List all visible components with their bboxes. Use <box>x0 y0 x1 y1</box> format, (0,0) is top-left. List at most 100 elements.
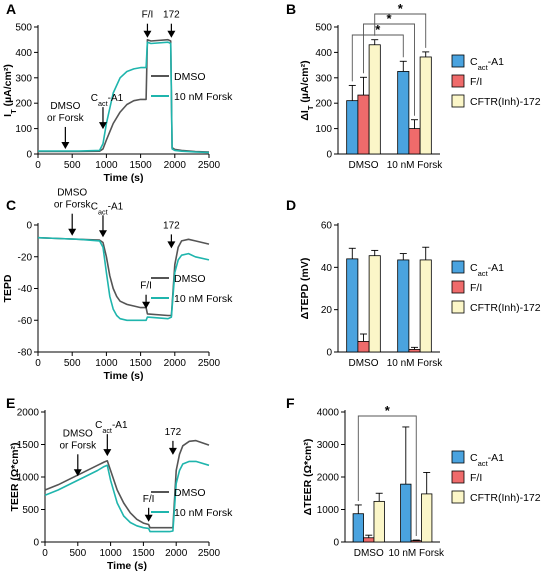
y-tick-label: -20 <box>18 252 33 263</box>
annotation-arrow-head <box>144 514 153 522</box>
annotation-arrow-head <box>61 141 70 149</box>
x-tick-label: 2500 <box>198 548 221 559</box>
bar-chart-F: F 0 1000 2000 3000 4000 ΔTEER (Ω*cm²) DMSO 10 nM… <box>286 395 541 559</box>
bar <box>397 259 410 353</box>
significance-bracket <box>363 23 415 116</box>
y-tick-label: 0 <box>326 150 332 161</box>
bar <box>368 44 381 155</box>
significance-star: * <box>385 403 391 418</box>
legend-label: DMSO <box>174 71 206 83</box>
y-tick-label: 300 <box>15 73 32 84</box>
y-tick-label: 500 <box>15 23 32 34</box>
legend-label: CFTR(Inh)-172 <box>470 302 541 314</box>
annotation-arrow-head <box>98 230 107 238</box>
significance-star: * <box>386 11 392 26</box>
y-tick-label: -40 <box>18 284 33 295</box>
panel-letter-B: B <box>286 1 296 17</box>
annotation-arrow-head <box>143 30 152 38</box>
category-label: 10 nM Forsk <box>388 548 445 559</box>
y-tick-label: -80 <box>18 348 33 359</box>
legend-swatch <box>451 74 465 88</box>
y-axis-label: ΔIT (µA/cm²) <box>299 60 315 120</box>
annotation-label: F/I <box>143 494 155 505</box>
y-tick-label: 2000 <box>17 408 40 419</box>
y-tick-label: 40 <box>321 263 333 274</box>
legend-swatch <box>451 94 465 108</box>
y-axis-label: TEER (Ω*cm²) <box>9 442 21 511</box>
line-chart-C: C -80 -60 -40 -20 0 0 500 1000 1500 2000 2500 Time (… <box>2 188 233 382</box>
bar <box>408 349 421 353</box>
annotation-label: Cact-A1 <box>91 201 124 216</box>
y-tick-label: 1500 <box>17 440 40 451</box>
bar <box>352 513 364 543</box>
annotation-label: Cact-A1 <box>91 93 124 108</box>
annotation-label: 172 <box>165 427 182 438</box>
bar <box>346 258 359 353</box>
y-tick-label: 0 <box>26 150 32 161</box>
category-label: 10 nM Forsk <box>387 358 444 369</box>
x-tick-label: 1500 <box>129 358 152 369</box>
annotation-arrow-head <box>167 241 176 249</box>
legend-label: CFTR(Inh)-172 <box>470 492 541 504</box>
y-tick-label: 500 <box>22 505 39 516</box>
legend-label: 10 nM Forsk <box>174 91 233 103</box>
annotation-arrow-head <box>68 228 77 236</box>
y-tick-label: 60 <box>321 221 333 232</box>
series-line-dmso <box>38 38 210 153</box>
y-tick-label: 0 <box>326 348 332 359</box>
y-tick-label: 4000 <box>317 408 340 419</box>
y-tick-label: 400 <box>15 48 32 59</box>
y-axis-label: ΔTEPD (mV) <box>299 258 311 320</box>
x-tick-label: 500 <box>64 358 81 369</box>
legend-label: F/I <box>470 282 482 294</box>
y-axis-label: TEPD <box>2 274 14 302</box>
category-label: DMSO <box>349 358 379 369</box>
annotation-label: or Forsk <box>59 440 97 451</box>
y-tick-label: 400 <box>315 48 332 59</box>
legend-swatch <box>451 54 465 68</box>
bar <box>421 493 433 543</box>
y-axis-label: IT (µA/cm²) <box>2 64 18 117</box>
series-line-forsk <box>37 236 210 322</box>
x-axis-label: Time (s) <box>103 172 143 184</box>
panel-letter-E: E <box>6 395 15 411</box>
x-tick-label: 1500 <box>129 160 152 171</box>
annotation-label: DMSO <box>63 428 93 439</box>
legend-label: Cact-A1 <box>470 452 504 468</box>
significance-star: * <box>375 22 381 37</box>
legend-label: 10 nM Forsk <box>174 293 233 305</box>
x-tick-label: 2500 <box>198 160 221 171</box>
x-axis-label: Time (s) <box>107 560 147 572</box>
annotation-arrow-head <box>98 122 107 130</box>
y-tick-label: 200 <box>315 99 332 110</box>
annotation-arrow-head <box>73 469 82 477</box>
annotation-label: 172 <box>163 220 180 231</box>
x-tick-label: 1000 <box>99 548 122 559</box>
panel-letter-F: F <box>286 395 295 411</box>
legend-label: F/I <box>470 472 482 484</box>
y-tick-label: 100 <box>15 124 32 135</box>
line-chart-E: E 0 500 1000 1500 2000 0 500 1000 1500 2000 2500 Tim… <box>6 395 233 572</box>
legend-label: CFTR(Inh)-172 <box>470 96 541 108</box>
y-tick-label: -60 <box>18 316 33 327</box>
bar <box>408 128 421 155</box>
y-tick-label: 3000 <box>317 440 340 451</box>
series-line-dmso <box>37 236 210 317</box>
y-tick-label: 0 <box>333 538 339 549</box>
annotation-label: or Forsk <box>54 200 92 211</box>
annotation-arrow-head <box>167 30 176 38</box>
legend-swatch <box>451 450 465 464</box>
x-tick-label: 2000 <box>164 160 187 171</box>
bar <box>363 537 375 543</box>
annotation-label: F/I <box>142 10 154 21</box>
legend-swatch <box>451 490 465 504</box>
x-tick-label: 1000 <box>95 160 118 171</box>
legend-label: 10 nM Forsk <box>174 507 233 519</box>
series-line-forsk <box>44 460 210 533</box>
y-tick-label: 20 <box>321 305 333 316</box>
bar <box>410 540 422 543</box>
legend-label: Cact-A1 <box>470 56 504 72</box>
bar <box>346 100 359 155</box>
panel-letter-A: A <box>6 1 16 17</box>
significance-bracket <box>357 415 417 537</box>
